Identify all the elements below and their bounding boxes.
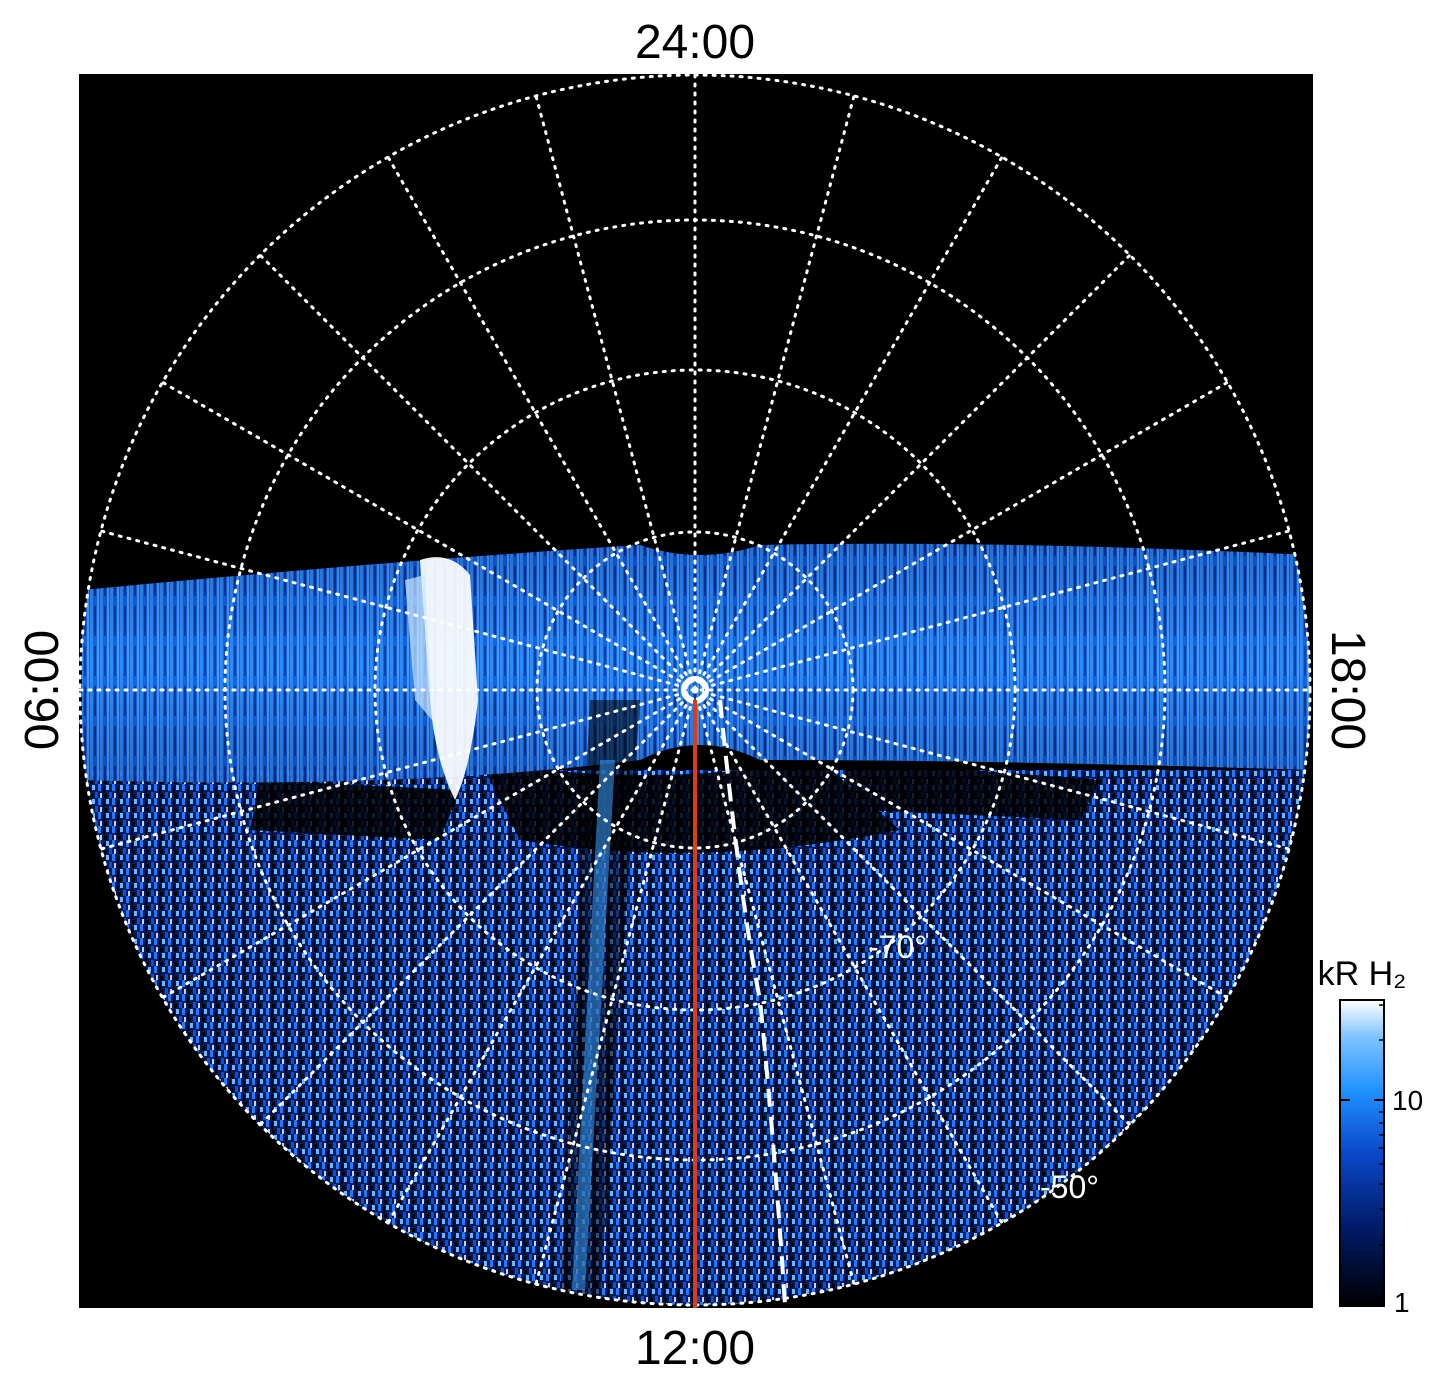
colorbar bbox=[1339, 999, 1385, 1307]
time-label-right: 18:00 bbox=[1321, 630, 1374, 750]
colorbar-tick-10: 10 bbox=[1392, 1085, 1423, 1116]
dashed-track-curve bbox=[718, 699, 787, 1306]
auroral-band-texture bbox=[82, 543, 1310, 783]
time-label-left: 06:00 bbox=[16, 630, 69, 750]
time-label-bottom: 12:00 bbox=[635, 1322, 755, 1375]
latitude-label-50: -50° bbox=[1040, 1169, 1099, 1205]
colorbar-tick-1: 1 bbox=[1394, 1287, 1410, 1318]
time-label-top: 24:00 bbox=[635, 16, 755, 69]
bright-emission-patch bbox=[420, 557, 478, 800]
colorbar-unit-label: kR H₂ bbox=[1318, 955, 1407, 993]
latitude-label-70: -70° bbox=[868, 929, 927, 965]
